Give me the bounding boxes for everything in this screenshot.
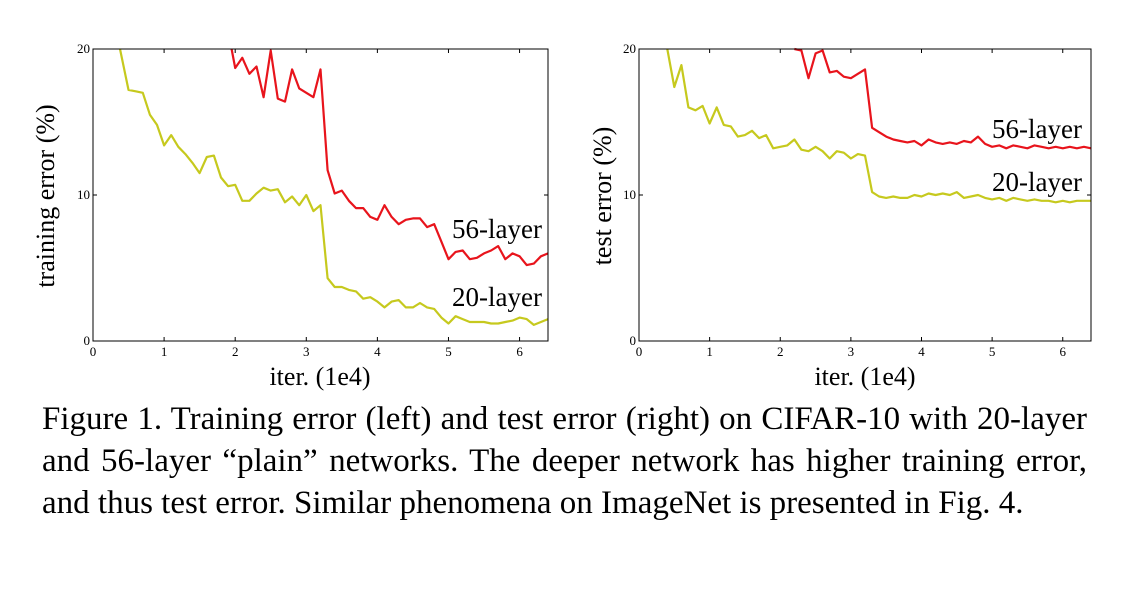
right-legend-20-layer: 20-layer [992,167,1082,197]
right-series-line-56-layer [794,47,1092,150]
right-x-tick-label: 2 [777,344,784,359]
chart-left: 0 10 20 0 1 2 3 4 5 6 training error (%) iter. (… [31,41,549,391]
right-x-tick-label: 0 [636,344,643,359]
left-x-tick-label: 4 [374,344,381,359]
left-y-ticks: 0 10 20 [77,41,548,348]
right-x-tick-label: 6 [1060,344,1067,359]
left-y-tick-label: 0 [84,333,91,348]
right-x-tick-label: 3 [848,344,855,359]
left-y-tick-label: 10 [77,187,90,202]
right-y-label: test error (%) [588,127,617,266]
chart-right: 0 10 20 0 1 2 3 4 5 6 test error (%) iter. (1e4)… [588,41,1092,391]
left-x-tick-label: 1 [161,344,168,359]
right-legend-56-layer: 56-layer [992,114,1082,144]
right-y-tick-label: 10 [623,187,636,202]
left-series-line-20-layer [118,48,549,326]
left-axes-frame [92,48,549,342]
left-x-ticks: 0 1 2 3 4 5 6 [90,49,523,359]
left-x-tick-label: 6 [516,344,523,359]
left-legend-20-layer: 20-layer [452,282,542,312]
left-x-label: iter. (1e4) [269,362,370,391]
right-x-ticks: 0 1 2 3 4 5 6 [636,49,1067,359]
right-x-tick-label: 1 [706,344,713,359]
right-y-tick-label: 20 [623,41,636,56]
left-x-tick-label: 0 [90,344,97,359]
figure-caption: Figure 1. Training error (left) and test… [42,401,1087,521]
right-series [666,47,1092,204]
left-series [118,48,549,326]
left-y-tick-label: 20 [77,41,90,56]
left-x-tick-label: 2 [232,344,239,359]
right-x-label: iter. (1e4) [814,362,915,391]
left-x-tick-label: 5 [445,344,452,359]
right-y-tick-label: 0 [630,333,637,348]
right-axes-frame [638,48,1092,342]
left-series-line-56-layer [230,48,549,267]
left-x-tick-label: 3 [303,344,310,359]
right-x-tick-label: 5 [989,344,996,359]
left-legend-56-layer: 56-layer [452,214,542,244]
left-y-label: training error (%) [31,104,60,287]
right-x-tick-label: 4 [918,344,925,359]
right-series-line-20-layer [666,48,1091,204]
